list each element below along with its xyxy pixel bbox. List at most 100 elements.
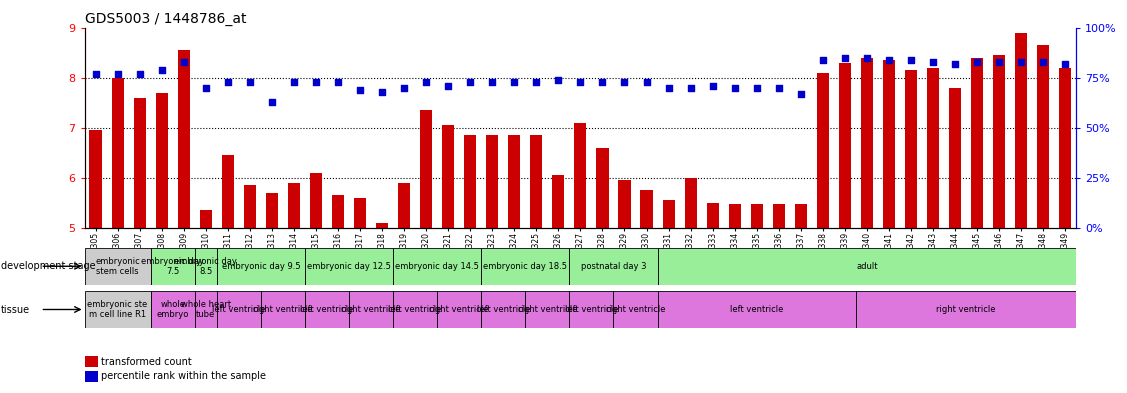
Point (792, 90, 810, 97)
Bar (354, 198, 366, 228)
Bar (216, 248, 305, 285)
Bar (663, 200, 675, 228)
Bar (222, 155, 233, 228)
Bar (151, 248, 195, 285)
Bar (1037, 45, 1049, 228)
Text: embryonic day
7.5: embryonic day 7.5 (141, 257, 204, 276)
Bar (993, 55, 1005, 228)
Text: percentile rank within the sample: percentile rank within the sample (101, 371, 266, 382)
Bar (707, 203, 719, 228)
Text: left ventricle: left ventricle (389, 305, 442, 314)
Bar (243, 185, 256, 228)
Point (1035, 59, 1053, 65)
Text: right ventricle: right ventricle (937, 305, 996, 314)
Text: tissue: tissue (1, 305, 30, 315)
Point (946, 61, 964, 67)
Bar (349, 291, 393, 328)
Bar (216, 291, 260, 328)
Bar (575, 123, 586, 228)
Bar (393, 291, 437, 328)
Point (858, 55, 876, 61)
Bar (481, 248, 569, 285)
Text: left ventricle: left ventricle (477, 305, 530, 314)
Point (638, 79, 656, 85)
Point (747, 84, 765, 91)
Bar (838, 62, 851, 228)
Bar (195, 291, 216, 328)
Bar (376, 223, 388, 228)
Bar (949, 88, 961, 228)
Bar (437, 291, 481, 328)
Point (373, 88, 391, 95)
Bar (134, 98, 145, 228)
Point (263, 99, 281, 105)
Point (396, 84, 414, 91)
Bar (398, 183, 410, 228)
Bar (178, 50, 189, 228)
Point (505, 79, 523, 85)
Bar (928, 68, 939, 228)
Point (483, 79, 502, 85)
Point (682, 84, 700, 91)
Point (770, 84, 788, 91)
Bar (795, 204, 807, 228)
Point (417, 79, 435, 85)
Bar (464, 135, 477, 228)
Text: embryonic ste
m cell line R1: embryonic ste m cell line R1 (88, 300, 148, 319)
Bar (684, 178, 696, 228)
Bar (112, 78, 124, 228)
Bar (199, 210, 212, 228)
Text: GDS5003 / 1448786_at: GDS5003 / 1448786_at (85, 13, 246, 26)
Bar (613, 291, 657, 328)
Point (307, 79, 325, 85)
Point (814, 57, 832, 63)
Text: embryonic day 18.5: embryonic day 18.5 (483, 262, 567, 271)
Text: right ventricle: right ventricle (605, 305, 665, 314)
Text: transformed count: transformed count (101, 357, 193, 367)
Point (87, 70, 105, 77)
Bar (305, 291, 349, 328)
Text: right ventricle: right ventricle (429, 305, 489, 314)
Text: whole
embryo: whole embryo (157, 300, 189, 319)
Bar (773, 204, 784, 228)
Point (197, 84, 215, 91)
Point (571, 79, 589, 85)
Bar (971, 58, 983, 228)
Point (219, 79, 237, 85)
Bar (751, 204, 763, 228)
Text: whole heart
tube: whole heart tube (180, 300, 231, 319)
Bar (85, 291, 151, 328)
Point (175, 59, 193, 65)
Point (461, 79, 479, 85)
Bar (817, 73, 828, 228)
Point (902, 57, 920, 63)
Bar (481, 291, 525, 328)
Point (152, 66, 170, 73)
Point (440, 83, 458, 89)
Bar (861, 58, 873, 228)
Bar (195, 248, 216, 285)
Bar (266, 193, 278, 228)
Point (1056, 61, 1074, 67)
Text: left ventricle: left ventricle (730, 305, 783, 314)
Bar (882, 60, 895, 228)
Text: left ventricle: left ventricle (565, 305, 618, 314)
Text: right ventricle: right ventricle (341, 305, 401, 314)
Point (527, 79, 545, 85)
Bar (1015, 33, 1027, 228)
Bar (905, 70, 917, 228)
Bar (151, 291, 195, 328)
Point (285, 79, 303, 85)
Bar (508, 135, 521, 228)
Bar (657, 248, 1076, 285)
Bar (85, 248, 151, 285)
Bar (260, 291, 305, 328)
Bar (619, 180, 630, 228)
Bar (569, 291, 613, 328)
Point (594, 79, 612, 85)
Bar (640, 190, 653, 228)
Point (1012, 59, 1030, 65)
Bar (310, 173, 322, 228)
Text: development stage: development stage (1, 261, 96, 272)
Point (991, 59, 1009, 65)
